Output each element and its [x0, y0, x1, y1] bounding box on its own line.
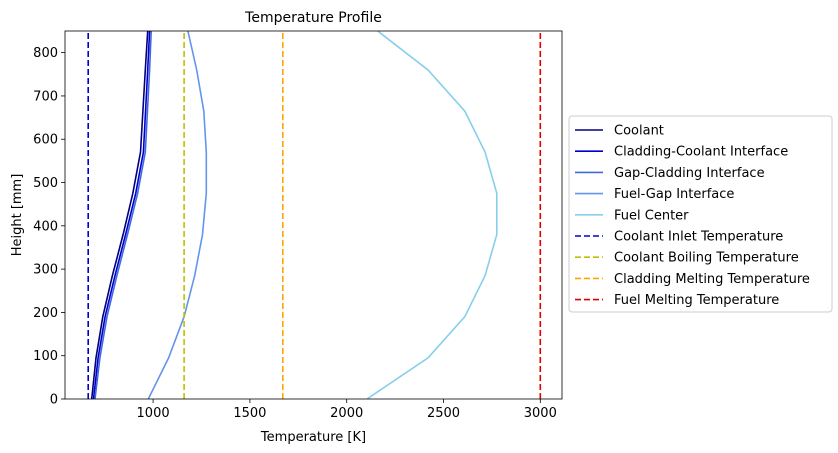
series-line-3 — [147, 31, 208, 399]
legend-entry-label: Cladding Melting Temperature — [614, 272, 810, 287]
series-layer — [87, 31, 542, 399]
legend-entry-label: Fuel Melting Temperature — [614, 293, 779, 308]
x-tick-label: 2000 — [330, 406, 363, 421]
legend-entry-label: Fuel Center — [614, 208, 689, 223]
legend-entry-label: Cladding-Coolant Interface — [614, 145, 788, 160]
y-axis-ticks: 0 100 200 300 400 500 600 700 800 — [33, 46, 65, 408]
y-tick-label: 700 — [33, 89, 58, 104]
legend-entry-label: Coolant — [614, 124, 664, 139]
x-axis-ticks: 1000 1500 2000 2500 3000 — [137, 399, 557, 421]
x-axis-label: Temperature [K] — [260, 430, 366, 445]
y-tick-label: 600 — [33, 133, 58, 148]
y-axis-label: Height [mm] — [10, 174, 25, 257]
series-line-1 — [92, 31, 151, 399]
legend: Coolant Cladding-Coolant Interface Gap-Cla… — [568, 115, 833, 313]
series-line-2 — [94, 31, 152, 399]
legend-entry-label: Gap-Cladding Interface — [614, 166, 765, 181]
plot-area — [64, 30, 563, 400]
y-tick-label: 0 — [50, 393, 58, 408]
legend-entry-label: Coolant Boiling Temperature — [614, 251, 799, 266]
y-tick-label: 200 — [33, 306, 58, 321]
x-tick-label: 1000 — [137, 406, 170, 421]
legend-frame — [568, 115, 833, 313]
series-line-0 — [90, 31, 149, 399]
y-tick-label: 800 — [33, 46, 58, 61]
y-tick-label: 100 — [33, 349, 58, 364]
y-tick-label: 500 — [33, 176, 58, 191]
legend-entry-label: Fuel-Gap Interface — [614, 187, 734, 202]
chart-title: Temperature Profile — [244, 10, 382, 26]
y-tick-label: 300 — [33, 263, 58, 278]
y-tick-label: 400 — [33, 219, 58, 234]
x-tick-label: 2500 — [427, 406, 460, 421]
series-line-4 — [366, 31, 498, 399]
x-tick-label: 1500 — [233, 406, 266, 421]
legend-entry-label: Coolant Inlet Temperature — [614, 230, 783, 245]
x-tick-label: 3000 — [524, 406, 557, 421]
